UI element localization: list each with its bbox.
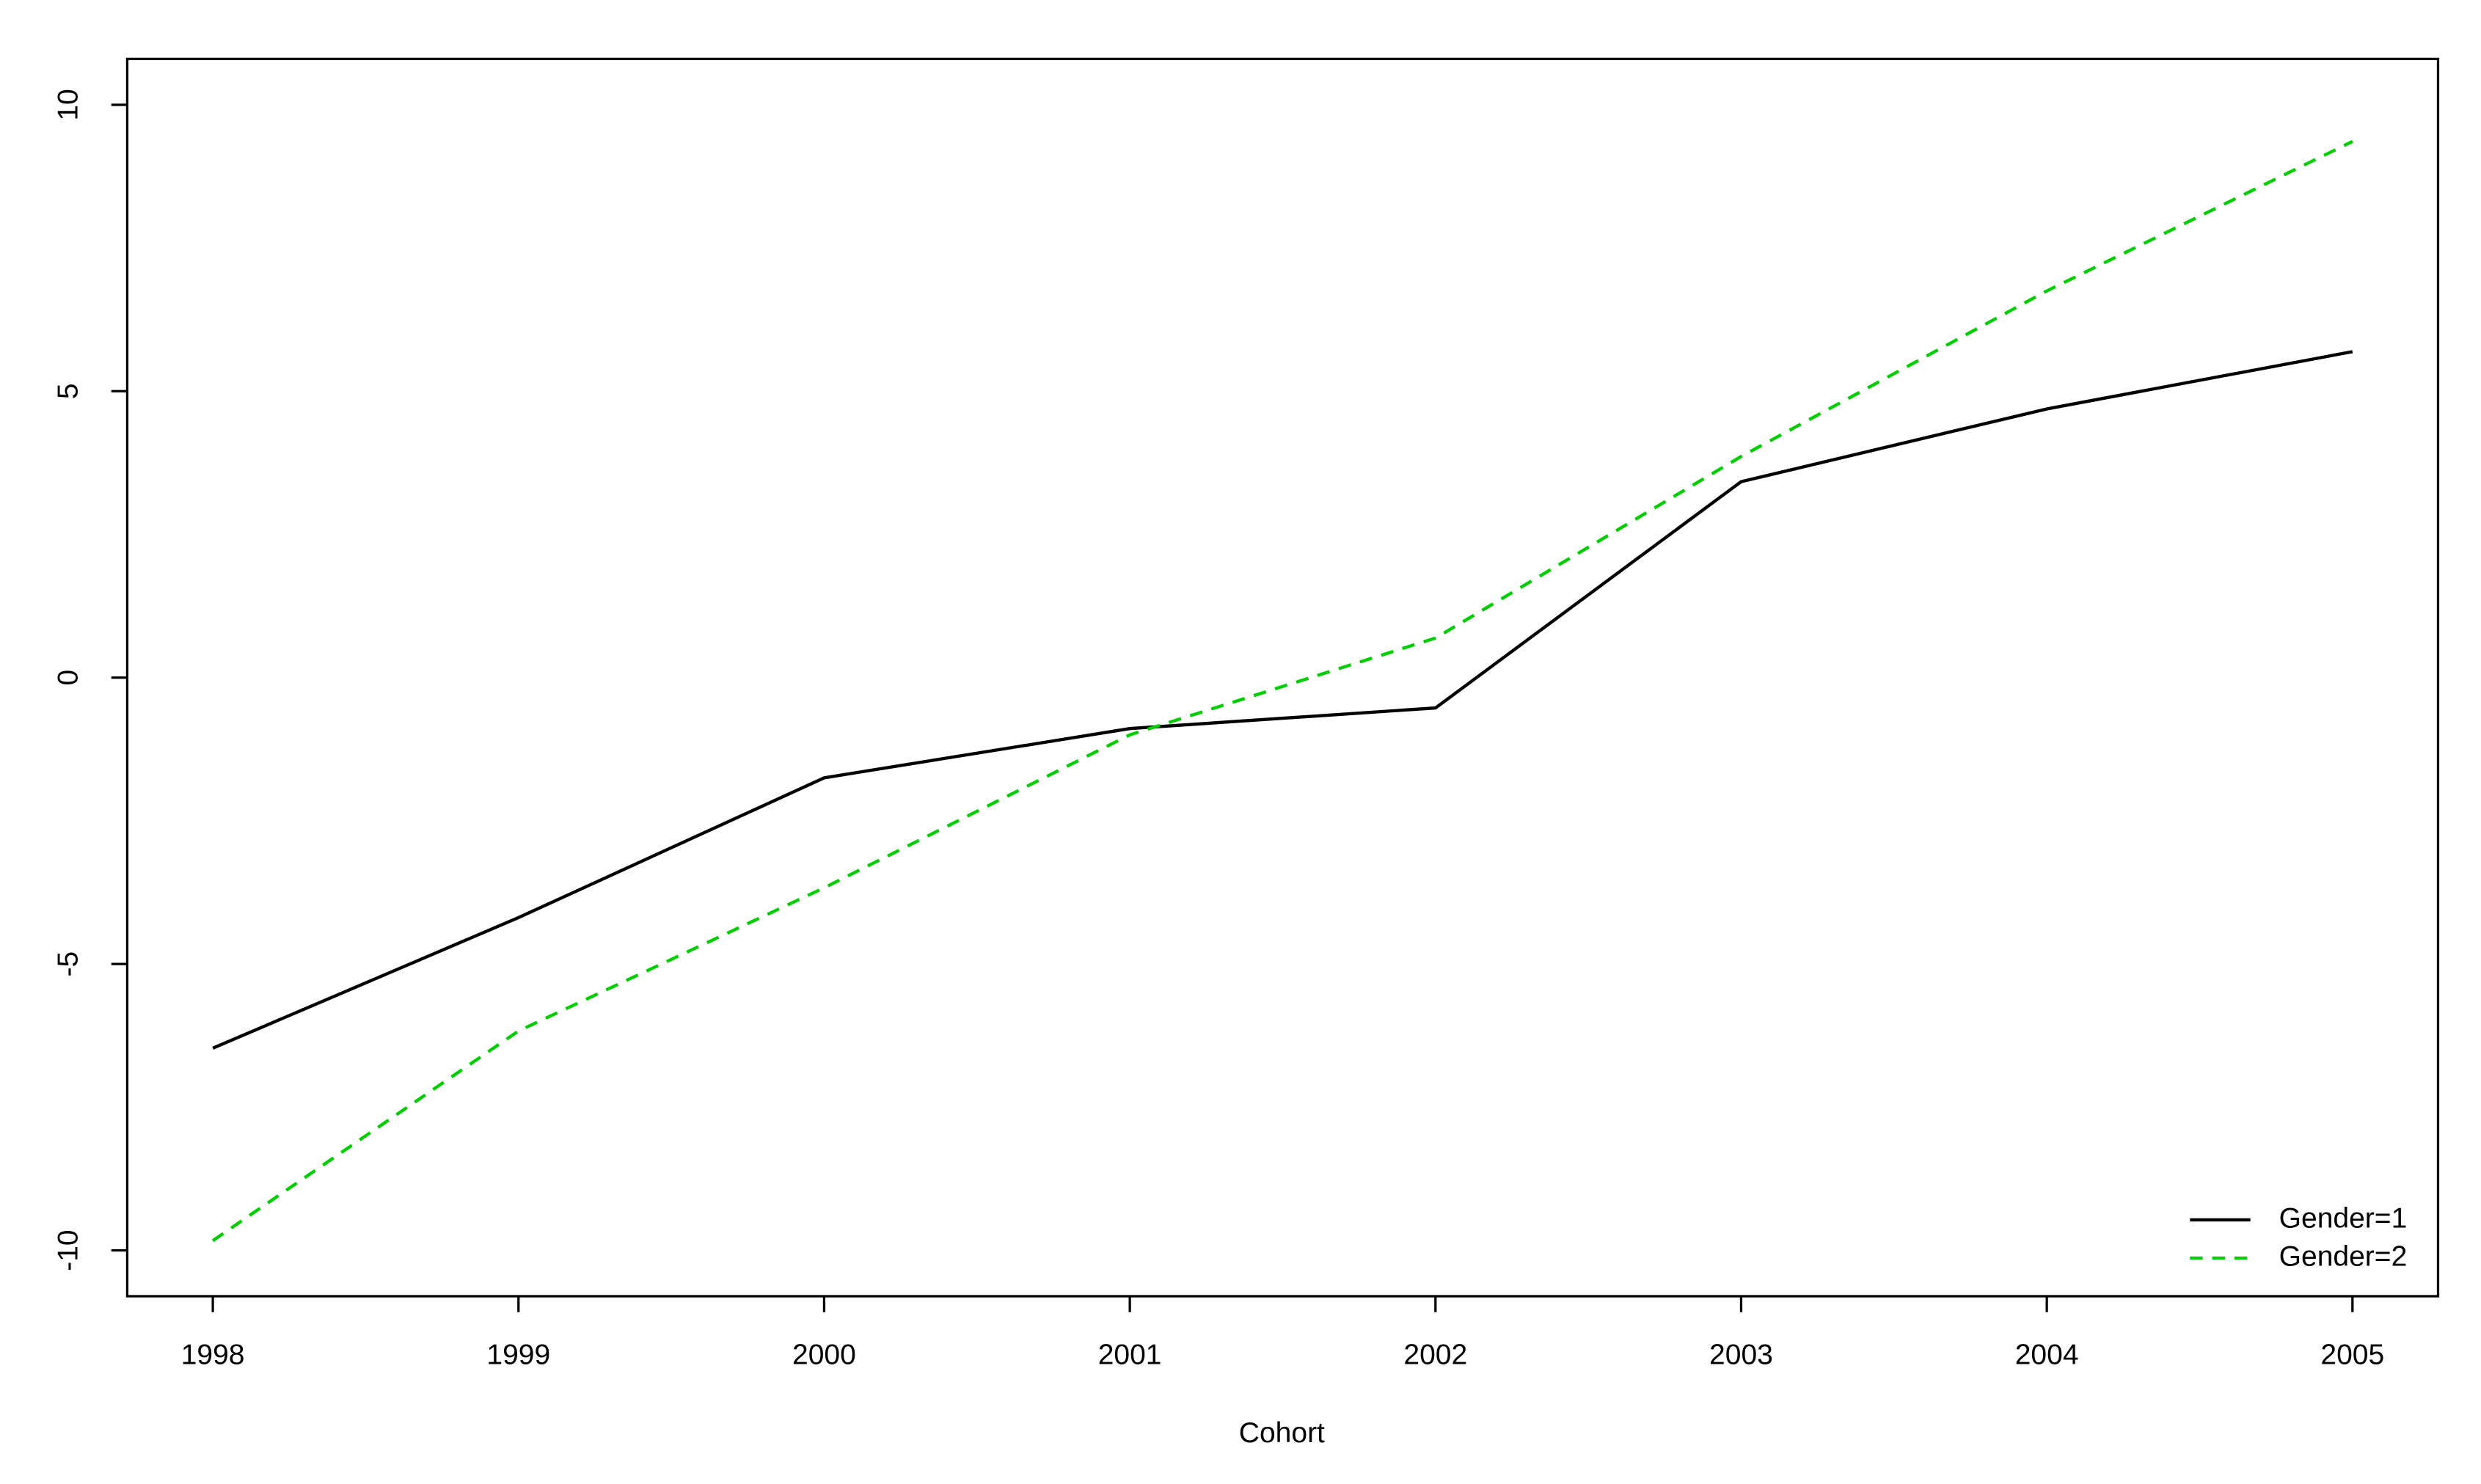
x-tick-label: 2002 — [1403, 1339, 1467, 1371]
x-axis-label: Cohort — [1239, 1417, 1325, 1449]
x-tick-label: 2003 — [1709, 1339, 1773, 1371]
y-tick-label: 10 — [53, 89, 84, 120]
legend-label: Gender=2 — [2279, 1240, 2408, 1272]
legend-label: Gender=1 — [2279, 1202, 2408, 1234]
x-tick-label: 1998 — [181, 1339, 245, 1371]
y-tick-label: -10 — [53, 1229, 84, 1271]
x-tick-label: 2001 — [1098, 1339, 1162, 1371]
x-tick-label: 2000 — [792, 1339, 856, 1371]
y-tick-label: 0 — [53, 670, 84, 686]
y-tick-label: -5 — [53, 951, 84, 977]
y-tick-label: 5 — [53, 383, 84, 399]
data-line — [212, 350, 2353, 1050]
data-line — [211, 139, 2353, 1243]
x-tick-label: 1999 — [486, 1339, 550, 1371]
plot-frame — [125, 57, 2440, 1298]
x-tick-label: 2004 — [2015, 1339, 2079, 1371]
x-tick-label: 2005 — [2320, 1339, 2384, 1371]
